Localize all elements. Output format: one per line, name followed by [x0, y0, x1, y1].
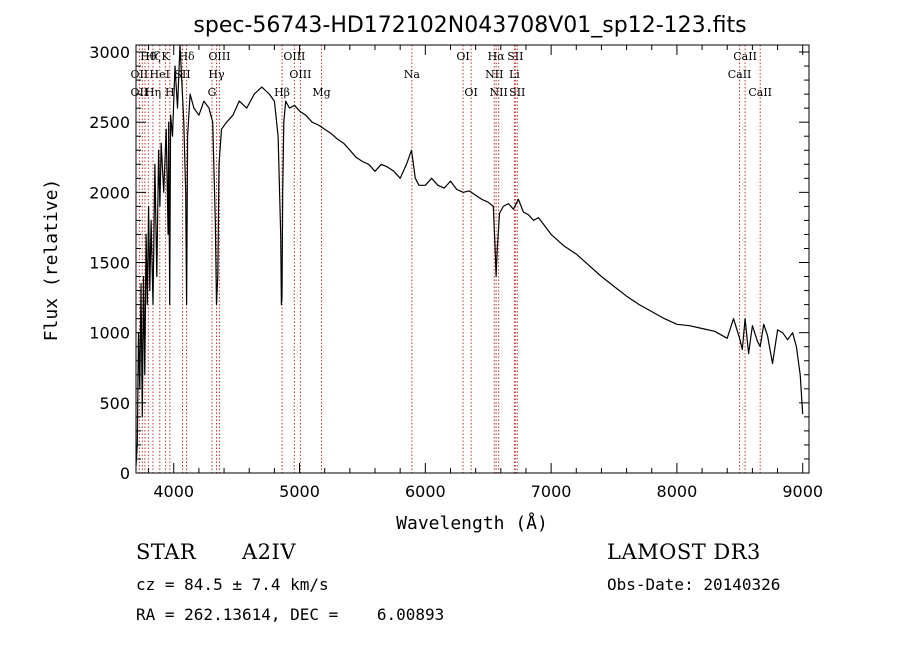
line-label: SII: [507, 50, 523, 63]
x-tick-label: 5000: [279, 482, 320, 501]
line-label: Hθ: [140, 50, 157, 63]
spectral-line-markers: [138, 45, 761, 473]
line-label: CaII: [748, 86, 772, 99]
x-tick-label: 6000: [405, 482, 446, 501]
line-label: Hζ: [145, 50, 161, 63]
y-axis-label: Flux (relative): [41, 179, 62, 342]
line-label: CaII: [733, 50, 757, 63]
line-label: Mg: [312, 86, 330, 99]
y-tick-label: 0: [120, 464, 130, 483]
chart-title: spec-56743-HD172102N043708V01_sp12-123.f…: [193, 13, 746, 38]
x-tick-label: 4000: [153, 482, 194, 501]
line-label: OIII: [208, 50, 230, 63]
line-label: OIII: [289, 68, 311, 81]
line-label: SII: [174, 68, 190, 81]
line-label: Hη: [145, 86, 161, 99]
line-label: K: [161, 50, 170, 63]
line-label: G: [208, 86, 217, 99]
line-label: OII: [131, 68, 149, 81]
x-tick-label: 8000: [657, 482, 698, 501]
y-tick-label: 1000: [89, 324, 130, 343]
object-type: STAR: [136, 540, 197, 564]
x-tick-label: 7000: [531, 482, 572, 501]
spectral-line-labels: Hθ OII OII Hζ HeI Hη K SII H Hδ OIII Hγ G OIII OIII Hβ M…: [131, 50, 772, 99]
y-tick-label: 500: [99, 394, 130, 413]
line-label: OI: [464, 86, 477, 99]
line-label: Na: [404, 68, 421, 81]
y-tick-label: 2500: [89, 113, 130, 132]
coordinates-info: RA = 262.13614, DEC = 6.00893: [136, 605, 445, 624]
line-label: HeI: [150, 68, 170, 81]
line-label: OII: [131, 86, 149, 99]
line-label: NII: [490, 86, 508, 99]
plot-frame: [135, 44, 810, 474]
y-tick-label: 3000: [89, 43, 130, 62]
redshift-info: cz = 84.5 ± 7.4 km/s: [136, 575, 329, 594]
line-label: Hγ: [208, 68, 225, 81]
line-label: Li: [509, 68, 520, 81]
line-label: Hδ: [178, 50, 195, 63]
line-label: OI: [456, 50, 469, 63]
line-label: Hα: [488, 50, 506, 63]
spectrum-line: [135, 44, 804, 467]
survey-name: LAMOST DR3: [607, 540, 761, 564]
line-label: NII: [485, 68, 503, 81]
subclass: A2IV: [242, 540, 296, 564]
line-label: Hβ: [274, 86, 290, 99]
line-label: OIII: [283, 50, 305, 63]
y-tick-label: 1500: [89, 254, 130, 273]
line-label: CaII: [728, 68, 752, 81]
x-axis-label: Wavelength (Å): [396, 512, 548, 534]
observation-date: Obs-Date: 20140326: [607, 575, 781, 594]
line-label: SII: [509, 86, 525, 99]
axis-ticks: 4000 5000 6000 7000 8000 9000 0 500 1000 1500 2000…: [89, 43, 823, 501]
line-label: H: [165, 86, 175, 99]
spectrum-series: [135, 44, 804, 467]
x-tick-label: 9000: [782, 482, 823, 501]
y-tick-label: 2000: [89, 183, 130, 202]
